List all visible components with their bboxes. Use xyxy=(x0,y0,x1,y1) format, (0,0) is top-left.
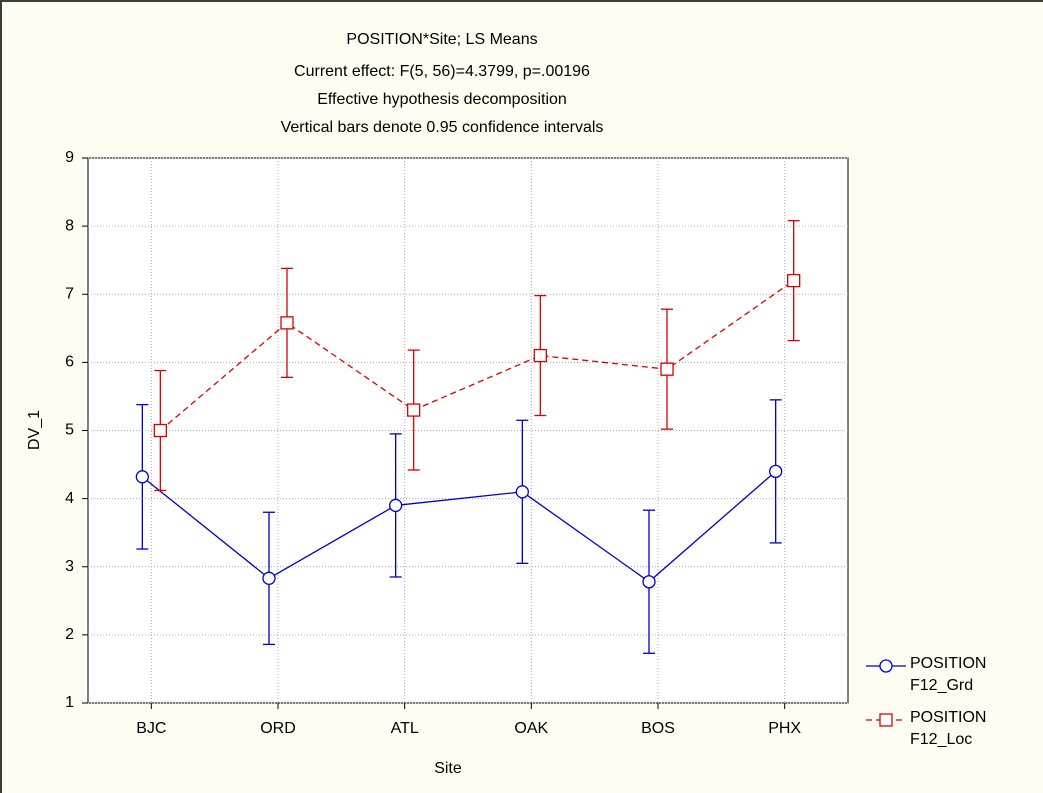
y-tick-label: 3 xyxy=(65,558,74,575)
x-axis-label: Site xyxy=(434,760,462,777)
y-tick-label: 5 xyxy=(65,422,74,439)
chart-subtitle: Vertical bars denote 0.95 confidence int… xyxy=(281,119,604,136)
x-tick-label: BOS xyxy=(641,720,675,737)
marker xyxy=(533,348,547,363)
legend-marker xyxy=(879,659,893,673)
marker xyxy=(515,485,529,499)
legend-label: POSITION F12_Loc xyxy=(910,709,987,748)
marker xyxy=(280,316,294,330)
marker xyxy=(389,498,403,513)
y-tick-label: 2 xyxy=(65,626,74,643)
y-tick-label: 4 xyxy=(65,490,74,507)
marker xyxy=(135,470,149,484)
legend-label: POSITION F12_Grd xyxy=(910,655,987,694)
chart-subtitle: Current effect: F(5, 56)=4.3799, p=.0019… xyxy=(294,63,590,80)
x-tick-label: BJC xyxy=(136,720,166,737)
y-tick-label: 9 xyxy=(65,149,74,166)
marker xyxy=(787,273,801,288)
x-tick-label: PHX xyxy=(768,720,801,737)
chart-title: POSITION*Site; LS Means xyxy=(346,31,537,48)
x-tick-label: ORD xyxy=(260,720,296,737)
series-line xyxy=(141,470,777,583)
marker xyxy=(262,571,276,585)
marker xyxy=(407,403,421,417)
x-tick-label: OAK xyxy=(514,720,548,737)
marker xyxy=(660,362,674,376)
y-tick-label: 8 xyxy=(65,217,74,234)
marker xyxy=(153,423,167,438)
y-tick-label: 7 xyxy=(65,285,74,302)
y-axis-label: DV_1 xyxy=(26,410,43,450)
series-line xyxy=(159,280,795,431)
y-tick-label: 6 xyxy=(65,354,74,371)
x-tick-label: ATL xyxy=(391,720,419,737)
chart-subtitle: Effective hypothesis decomposition xyxy=(317,91,567,108)
marker xyxy=(769,464,783,479)
legend-marker xyxy=(879,713,893,727)
y-tick-label: 1 xyxy=(65,694,74,711)
marker xyxy=(642,575,656,589)
